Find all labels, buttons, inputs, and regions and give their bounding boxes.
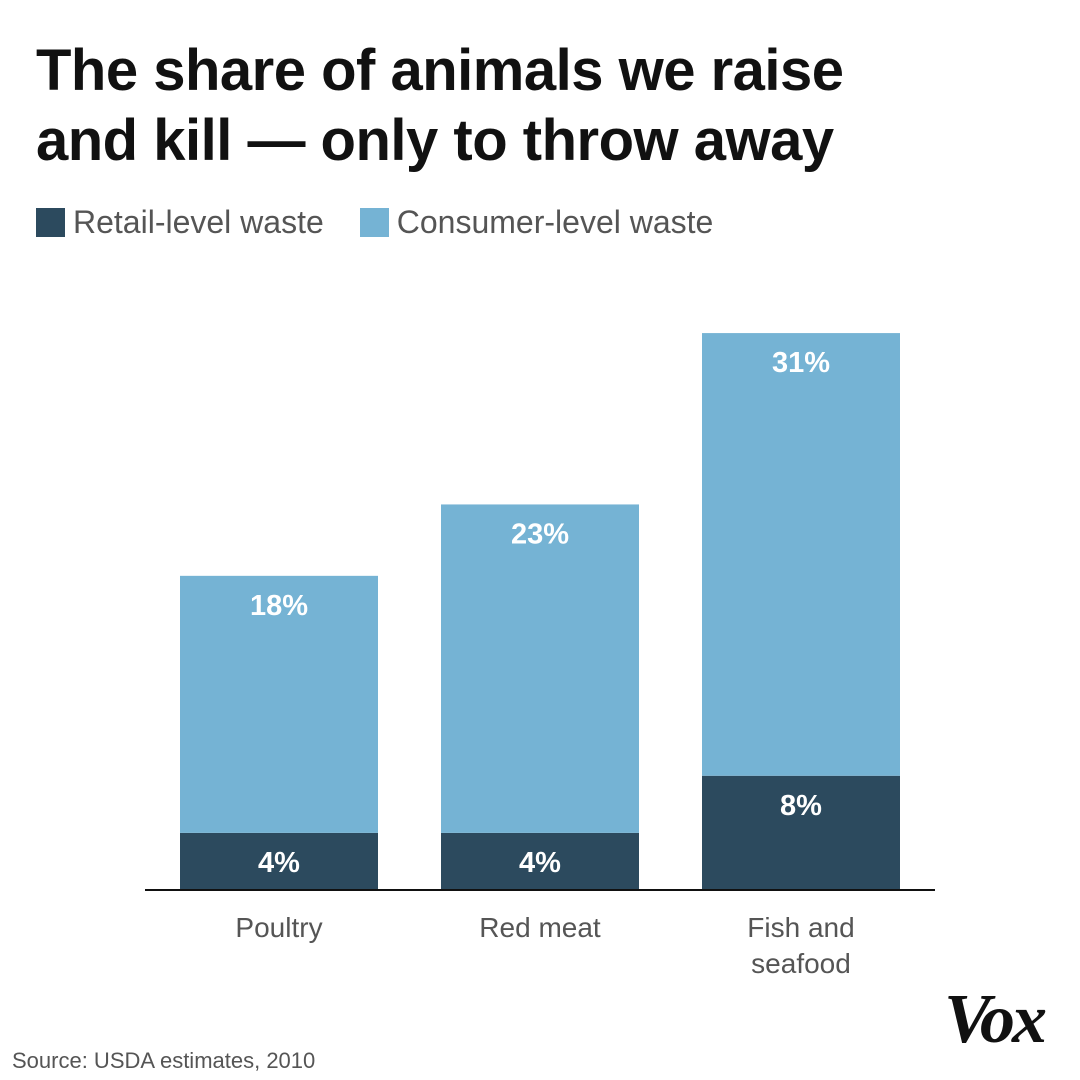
bar-retail [180, 832, 378, 890]
bar-consumer [702, 333, 900, 776]
legend-swatch-consumer [359, 207, 389, 237]
bar-retail [702, 775, 900, 890]
legend-swatch-retail [36, 207, 65, 237]
bar-retail [441, 832, 639, 890]
category-label: Fish and [747, 912, 854, 943]
legend-item-retail: Retail-level waste [36, 204, 324, 241]
bar-value-label-retail: 4% [258, 847, 300, 879]
bar-value-label-consumer: 18% [250, 590, 308, 622]
bar-consumer [180, 575, 378, 833]
legend-label-consumer: Consumer-level waste [396, 203, 714, 240]
bar-value-label-consumer: 31% [772, 347, 830, 379]
category-label: Red meat [479, 912, 601, 943]
source-note: Source: USDA estimates, 2010 [12, 1048, 316, 1073]
legend-label-retail: Retail-level waste [73, 203, 324, 240]
legend: Retail-level waste Consumer-level waste [36, 202, 749, 242]
category-label: Poultry [235, 912, 322, 943]
vox-logo: Vox [944, 981, 1047, 1058]
legend-item-consumer: Consumer-level waste [359, 203, 714, 241]
chart-title-line-1: The share of animals we raise [36, 38, 844, 103]
chart-title: The share of animals we raise and kill —… [36, 36, 1036, 176]
bar-value-label-retail: 8% [780, 790, 822, 822]
bar-consumer [441, 504, 639, 833]
bar-chart: 4% 18% Poultry 4% 23% Red meat 8% 31% Fish and se… [145, 333, 935, 979]
bar-value-label-retail: 4% [519, 847, 561, 879]
chart-title-line-2: and kill — only to throw away [36, 108, 834, 173]
category-label: seafood [751, 948, 851, 979]
bar-value-label-consumer: 23% [511, 518, 569, 550]
